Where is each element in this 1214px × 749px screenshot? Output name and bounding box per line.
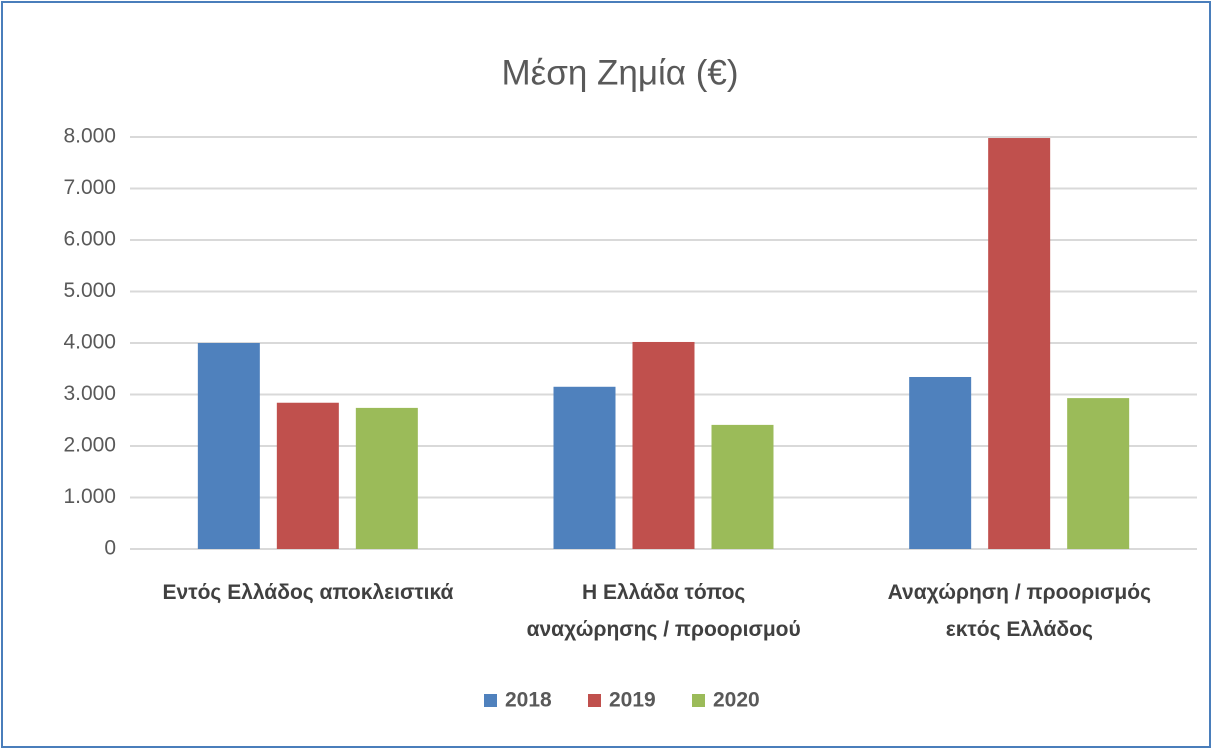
y-tick-label: 1.000 [63,485,116,508]
legend-swatch [484,694,497,707]
legend-label: 2020 [713,689,760,712]
bar [1067,398,1130,549]
y-tick-label: 3.000 [63,382,116,405]
bar [632,341,695,549]
legend-label: 2019 [609,689,656,712]
bar [988,138,1051,549]
x-tick-label: Εντός Ελλάδος αποκλειστικά [162,581,454,604]
bar [711,424,774,549]
bar [276,402,339,549]
legend-label: 2018 [505,689,552,712]
x-tick-label: Η Ελλάδα τόπος αναχώρησης / προορισμού [526,581,801,641]
y-tick-label: 7.000 [63,176,116,199]
legend-swatch [692,694,705,707]
bar [553,386,616,549]
x-tick-label: Αναχώρηση / προορισμός εκτός Ελλάδος [887,581,1152,641]
y-tick-label: 2.000 [63,434,116,457]
y-tick-label: 8.000 [63,125,116,148]
y-tick-label: 6.000 [63,228,116,251]
y-tick-label: 5.000 [63,279,116,302]
bar [197,343,260,549]
legend-swatch [588,694,601,707]
y-tick-label: 0 [104,537,116,560]
y-tick-label: 4.000 [63,331,116,354]
bar [355,407,418,549]
bar [909,376,972,549]
chart-title: Μέση Ζημία (€) [501,53,738,92]
